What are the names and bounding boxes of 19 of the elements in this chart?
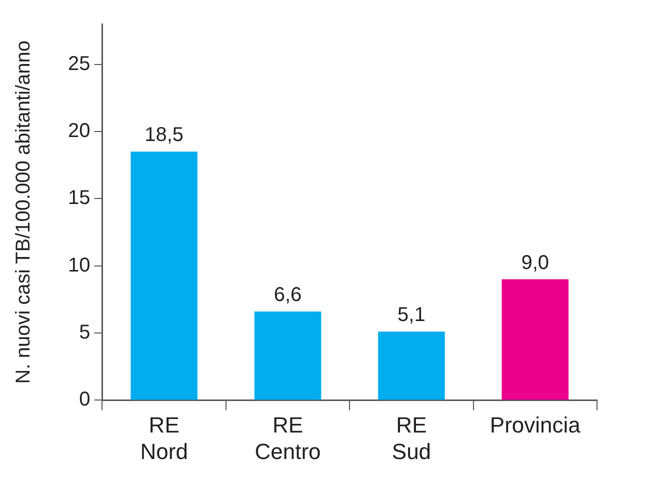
bar xyxy=(378,332,445,400)
y-tick-label: 0 xyxy=(79,388,90,411)
x-tick-label: RE Sud xyxy=(392,412,432,464)
y-tick-label: 5 xyxy=(79,322,90,344)
y-tick-label: 15 xyxy=(68,187,90,210)
bar xyxy=(254,312,322,400)
data-label: 6,6 xyxy=(274,284,302,306)
y-axis-title: N. nuovi casi TB/100.000 abitanti/anno xyxy=(12,40,35,384)
bar xyxy=(130,152,198,400)
y-tick-label: 25 xyxy=(68,52,90,75)
data-label: 9,0 xyxy=(521,252,550,274)
data-label: 18,5 xyxy=(144,124,184,146)
x-tick-label: Provincia xyxy=(490,412,582,438)
x-tick-label: RE Nord xyxy=(140,412,188,464)
x-tick-label: RE Centro xyxy=(254,412,321,464)
y-tick-label: 10 xyxy=(68,254,90,276)
data-label: 5,1 xyxy=(398,304,426,326)
y-tick-label: 20 xyxy=(68,120,90,142)
bar xyxy=(502,279,569,400)
